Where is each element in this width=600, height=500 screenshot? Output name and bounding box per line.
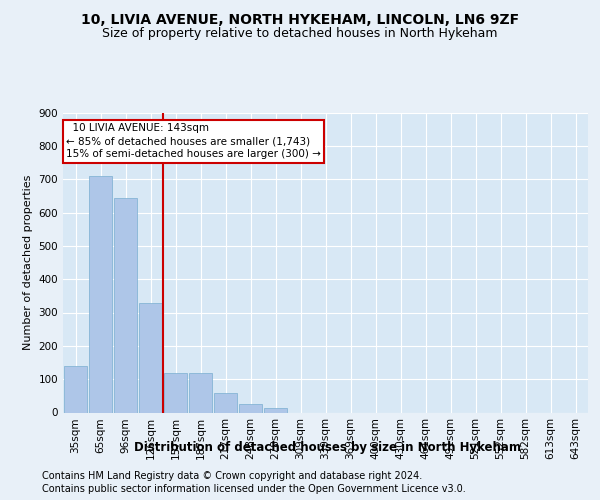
Y-axis label: Number of detached properties: Number of detached properties — [23, 175, 33, 350]
Text: Size of property relative to detached houses in North Hykeham: Size of property relative to detached ho… — [102, 28, 498, 40]
Text: 10, LIVIA AVENUE, NORTH HYKEHAM, LINCOLN, LN6 9ZF: 10, LIVIA AVENUE, NORTH HYKEHAM, LINCOLN… — [81, 12, 519, 26]
Bar — [188, 372, 212, 412]
Bar — [164, 372, 187, 412]
Bar — [89, 176, 112, 412]
Bar — [64, 366, 88, 412]
Text: 10 LIVIA AVENUE: 143sqm
← 85% of detached houses are smaller (1,743)
15% of semi: 10 LIVIA AVENUE: 143sqm ← 85% of detache… — [65, 123, 320, 160]
Bar — [263, 408, 287, 412]
Bar — [239, 404, 262, 412]
Text: Distribution of detached houses by size in North Hykeham: Distribution of detached houses by size … — [133, 441, 521, 454]
Bar — [139, 302, 163, 412]
Text: Contains public sector information licensed under the Open Government Licence v3: Contains public sector information licen… — [42, 484, 466, 494]
Text: Contains HM Land Registry data © Crown copyright and database right 2024.: Contains HM Land Registry data © Crown c… — [42, 471, 422, 481]
Bar — [214, 392, 238, 412]
Bar — [113, 198, 137, 412]
